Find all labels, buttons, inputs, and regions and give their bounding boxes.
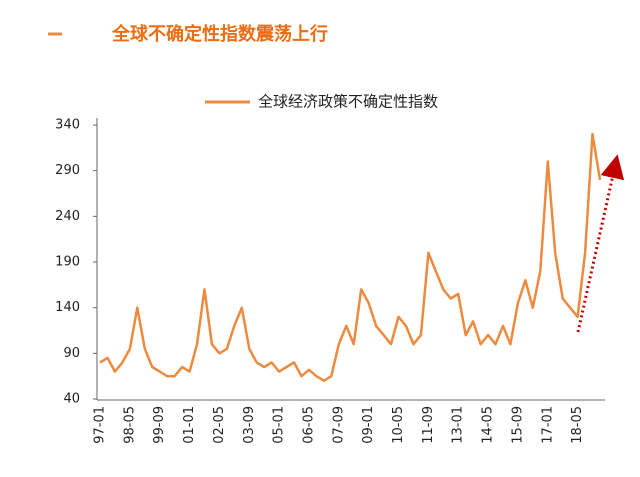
x-tick-label: 10-05 bbox=[391, 406, 406, 444]
y-tick-label: 140 bbox=[55, 300, 80, 315]
x-tick-label: 14-05 bbox=[481, 406, 496, 444]
x-tick-label: 18-05 bbox=[570, 406, 585, 444]
y-tick-label: 90 bbox=[63, 346, 80, 361]
x-tick-label: 06-05 bbox=[301, 406, 316, 444]
data-line bbox=[99, 132, 602, 382]
y-tick-label: 240 bbox=[55, 209, 80, 224]
x-tick-label: 05-01 bbox=[272, 406, 287, 444]
x-tick-label: 17-01 bbox=[540, 406, 555, 444]
x-tick-label: 11-09 bbox=[421, 406, 436, 444]
legend-label: 全球经济政策不确定性指数 bbox=[258, 93, 438, 111]
chart-title: 全球不确定性指数震荡上行 bbox=[111, 23, 328, 45]
x-tick-label: 15-09 bbox=[510, 406, 525, 444]
x-tick-label: 01-01 bbox=[182, 406, 197, 444]
trend-arrow bbox=[576, 154, 625, 333]
y-tick-label: 40 bbox=[63, 392, 80, 407]
x-tick-label: 13-01 bbox=[451, 406, 466, 444]
x-tick-label: 02-05 bbox=[212, 406, 227, 444]
y-tick-label: 340 bbox=[55, 118, 80, 133]
x-tick-label: 03-09 bbox=[242, 406, 257, 444]
x-tick-label: 99-09 bbox=[152, 406, 167, 444]
x-tick-label: 07-09 bbox=[331, 406, 346, 444]
y-tick-label: 290 bbox=[55, 163, 80, 178]
x-tick-label: 09-01 bbox=[361, 406, 376, 444]
x-tick-label: 98-05 bbox=[122, 406, 137, 444]
x-tick-label: 97-01 bbox=[93, 406, 108, 444]
y-tick-label: 190 bbox=[55, 255, 80, 270]
